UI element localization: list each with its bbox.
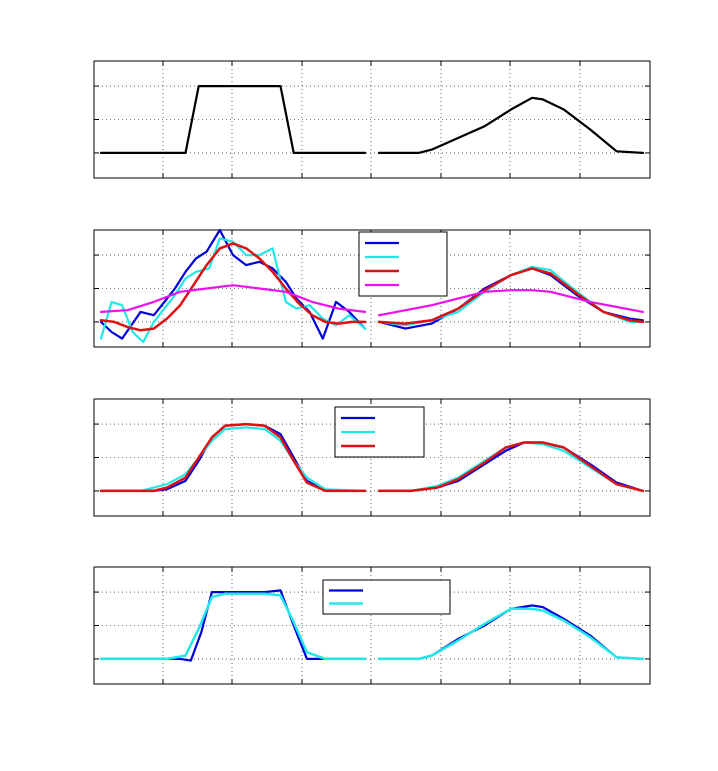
series-2-segment-1 [99, 237, 367, 344]
series-1-segment-1 [99, 228, 367, 340]
axes-frame [93, 60, 651, 179]
axes-frame [93, 566, 651, 685]
series-1-segment-1 [99, 423, 367, 492]
panel-3 [93, 398, 651, 517]
series-3-segment-1 [99, 422, 367, 493]
panel-1 [93, 60, 651, 179]
legend [358, 231, 448, 297]
series-1-segment-1 [99, 589, 367, 662]
panel-2 [93, 228, 651, 348]
axes-frame [93, 398, 651, 517]
legend-box [322, 579, 451, 615]
series-4-segment-2 [377, 289, 645, 317]
series-2-segment-1 [99, 426, 367, 492]
series-3-segment-1 [99, 242, 367, 332]
legend-box [358, 231, 448, 297]
panel-4 [93, 566, 651, 685]
legend [322, 579, 451, 615]
axes-frame [93, 229, 651, 348]
series-1-segment-2 [377, 96, 645, 154]
series-3-segment-2 [377, 267, 645, 325]
series-4-segment-1 [99, 284, 367, 313]
series-1-segment-1 [99, 84, 367, 154]
legend-box [334, 406, 425, 458]
series-2-segment-2 [377, 607, 645, 661]
legend [334, 406, 425, 458]
series-2-segment-1 [99, 592, 367, 661]
series-3-segment-2 [377, 441, 645, 493]
